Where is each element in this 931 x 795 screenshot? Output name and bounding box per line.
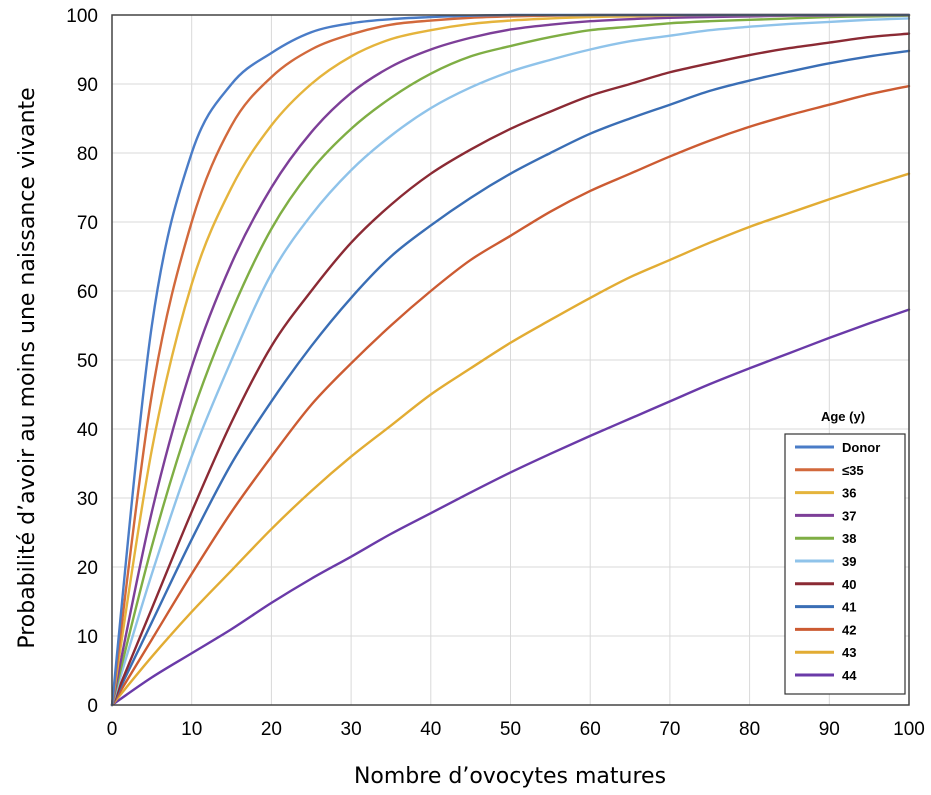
y-tick-label: 60 <box>77 282 98 303</box>
plot-frame <box>111 14 910 706</box>
x-tick-label: 50 <box>500 719 521 740</box>
legend-label-38: 38 <box>842 531 856 546</box>
legend-label-43: 43 <box>842 645 856 660</box>
legend-label-41: 41 <box>842 600 856 615</box>
y-tick-label: 90 <box>77 75 98 96</box>
x-tick-label: 30 <box>341 719 362 740</box>
legend-label-donor: Donor <box>842 440 880 455</box>
y-tick-label: 70 <box>77 213 98 234</box>
x-tick-label: 20 <box>261 719 282 740</box>
series-line-43 <box>110 172 911 707</box>
x-tick-label: 90 <box>819 719 840 740</box>
legend-label-le35: ≤35 <box>842 463 864 478</box>
series-line-41 <box>110 49 911 707</box>
y-tick-labels: 0 10 20 30 40 50 60 70 80 90 100 <box>66 6 98 717</box>
x-tick-label: 40 <box>420 719 441 740</box>
y-tick-label: 100 <box>66 6 98 27</box>
y-tick-label: 30 <box>77 489 98 510</box>
series-line-44 <box>110 308 911 707</box>
x-tick-label: 100 <box>893 719 925 740</box>
legend-label-39: 39 <box>842 554 856 569</box>
legend-title: Age (y) <box>821 409 865 424</box>
x-tick-label: 60 <box>580 719 601 740</box>
legend-label-37: 37 <box>842 508 856 523</box>
x-tick-label: 10 <box>181 719 202 740</box>
series-line-42 <box>110 84 911 707</box>
y-axis-title: Probabilité d’avoir au moins une naissan… <box>15 87 40 648</box>
series-line-39 <box>110 17 911 707</box>
legend-box <box>784 433 906 695</box>
legend-label-40: 40 <box>842 577 856 592</box>
x-tick-label: 80 <box>739 719 760 740</box>
legend-label-36: 36 <box>842 486 856 501</box>
x-tick-label: 70 <box>659 719 680 740</box>
series-line-38 <box>110 14 911 707</box>
legend-label-44: 44 <box>842 668 857 683</box>
y-tick-label: 20 <box>77 558 98 579</box>
legend: Age (y) Donor ≤35 36 37 38 39 40 41 42 43 44 <box>784 409 906 695</box>
series-line-40 <box>110 32 911 707</box>
legend-label-42: 42 <box>842 622 856 637</box>
y-tick-label: 0 <box>87 696 98 717</box>
y-tick-label: 80 <box>77 144 98 165</box>
x-tick-label: 0 <box>107 719 118 740</box>
y-tick-label: 40 <box>77 420 98 441</box>
legend-items: Donor ≤35 36 37 38 39 40 41 42 43 44 <box>795 440 880 683</box>
x-axis-title: Nombre d’ovocytes matures <box>354 764 666 789</box>
x-tick-labels: 0 10 20 30 40 50 60 70 80 90 100 <box>107 719 925 740</box>
y-tick-label: 50 <box>77 351 98 372</box>
y-tick-label: 10 <box>77 627 98 648</box>
